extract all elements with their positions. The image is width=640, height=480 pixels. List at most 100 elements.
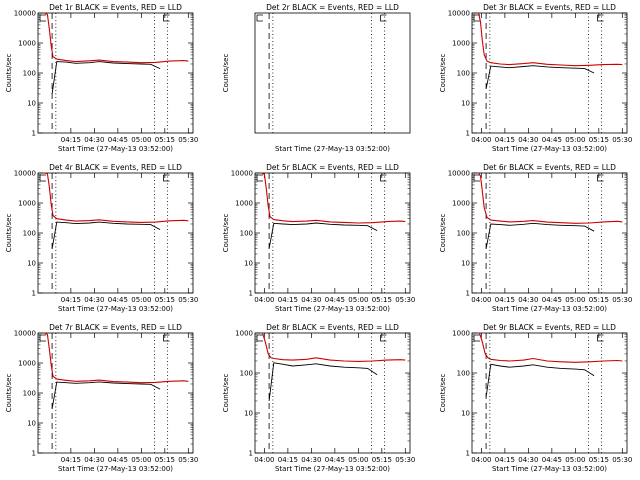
y-tick-label: 10000 [14, 330, 36, 338]
panel-title: Det 9r BLACK = Events, RED = LLD [483, 323, 616, 332]
x-axis-label: Start Time (27-May-13 03:52:00) [275, 145, 390, 153]
x-tick-label: 04:45 [542, 136, 562, 144]
y-tick-label: 1 [466, 290, 470, 298]
y-axis-label: Counts/sec [222, 54, 230, 93]
y-tick-label: 10000 [14, 10, 36, 18]
panel-title: Det 2r BLACK = Events, RED = LLD [266, 3, 399, 12]
x-tick-label: 05:00 [131, 296, 151, 304]
x-tick-label: 05:30 [395, 296, 415, 304]
plot-frame [471, 332, 628, 454]
y-tick-label: 100 [240, 370, 253, 378]
y-tick-label: 100 [23, 230, 36, 238]
y-tick-label: 10000 [14, 170, 36, 178]
y-tick-label: 1 [249, 450, 253, 458]
x-tick-label: 05:00 [131, 136, 151, 144]
x-axis-label: Start Time (27-May-13 03:52:00) [58, 305, 173, 313]
y-tick-label: 100 [457, 70, 470, 78]
y-tick-label: 100 [457, 370, 470, 378]
y-tick-label: 1000 [235, 330, 253, 338]
panel-title: Det 8r BLACK = Events, RED = LLD [266, 323, 399, 332]
events-series-line [51, 221, 161, 249]
chart-panel: Det 1r BLACK = Events, RED = LLD Counts/s… [5, 3, 198, 153]
y-axis-label: Counts/sec [439, 54, 447, 93]
y-tick-label: 1 [32, 130, 36, 138]
panel-title: Det 5r BLACK = Events, RED = LLD [266, 163, 399, 172]
x-tick-label: 04:00 [471, 456, 491, 464]
x-tick-label: 04:30 [518, 136, 538, 144]
chart-panel: Det 4r BLACK = Events, RED = LLD Counts/s… [5, 163, 198, 313]
x-tick-label: 05:30 [612, 136, 632, 144]
y-axis-label: Counts/sec [222, 374, 230, 413]
events-series-line [51, 381, 161, 409]
x-tick-label: 04:30 [301, 456, 321, 464]
y-tick-label: 10 [27, 260, 36, 268]
chart-panel: Det 8r BLACK = Events, RED = LLD Counts/s… [222, 323, 415, 473]
x-tick-label: 05:15 [155, 296, 175, 304]
x-tick-label: 04:30 [84, 456, 104, 464]
lld-series-line [478, 332, 623, 363]
x-tick-label: 05:15 [155, 456, 175, 464]
y-tick-label: 10 [244, 410, 253, 418]
lld-series-line [44, 12, 189, 64]
y-tick-label: 10 [27, 100, 36, 108]
x-tick-label: 05:00 [348, 456, 368, 464]
plot-frame [37, 332, 194, 454]
y-tick-label: 1 [466, 450, 470, 458]
x-tick-label: 05:15 [589, 456, 609, 464]
y-tick-label: 10 [27, 420, 36, 428]
x-axis-label: Start Time (27-May-13 03:52:00) [492, 145, 607, 153]
plot-frame [37, 12, 194, 134]
x-tick-label: 04:30 [518, 456, 538, 464]
chart-panel: Det 2r BLACK = Events, RED = LLD Counts/s… [222, 3, 411, 153]
top-bracket-marker [256, 174, 263, 182]
x-tick-label: 04:45 [108, 296, 128, 304]
x-tick-label: 05:30 [178, 296, 198, 304]
x-tick-label: 04:30 [84, 296, 104, 304]
panel-title: Det 3r BLACK = Events, RED = LLD [483, 3, 616, 12]
y-tick-label: 10 [461, 260, 470, 268]
y-axis-label: Counts/sec [222, 214, 230, 253]
top-bracket-marker [163, 334, 170, 342]
x-tick-label: 04:15 [61, 136, 81, 144]
x-tick-label: 05:15 [372, 456, 392, 464]
y-tick-label: 1 [32, 290, 36, 298]
y-tick-label: 100 [23, 70, 36, 78]
x-tick-label: 04:45 [325, 456, 345, 464]
top-bracket-marker [39, 174, 46, 182]
y-tick-label: 1 [249, 290, 253, 298]
top-bracket-marker [597, 14, 604, 22]
lld-series-line [44, 332, 189, 384]
y-tick-label: 1000 [18, 360, 36, 368]
top-bracket-marker [39, 14, 46, 22]
top-bracket-marker [163, 14, 170, 22]
top-bracket-marker [380, 334, 387, 342]
x-tick-label: 04:30 [518, 296, 538, 304]
y-tick-label: 100 [240, 230, 253, 238]
y-tick-label: 100 [457, 230, 470, 238]
x-tick-label: 04:45 [108, 136, 128, 144]
lld-series-line [261, 172, 406, 224]
y-tick-label: 10000 [231, 170, 253, 178]
x-axis-label: Start Time (27-May-13 03:52:00) [492, 305, 607, 313]
y-tick-label: 1000 [452, 200, 470, 208]
plot-frame [254, 172, 411, 294]
x-tick-label: 05:30 [178, 456, 198, 464]
y-tick-label: 1000 [452, 40, 470, 48]
y-tick-label: 10000 [448, 10, 470, 18]
x-tick-label: 04:30 [301, 296, 321, 304]
lld-series-line [44, 172, 189, 223]
y-axis-label: Counts/sec [439, 374, 447, 413]
top-bracket-marker [39, 334, 46, 342]
x-tick-label: 04:45 [542, 296, 562, 304]
panel-title: Det 6r BLACK = Events, RED = LLD [483, 163, 616, 172]
y-tick-label: 10 [244, 260, 253, 268]
chart-panel: Det 6r BLACK = Events, RED = LLD Counts/s… [439, 163, 632, 313]
top-bracket-marker [473, 174, 480, 182]
x-tick-label: 04:00 [254, 456, 274, 464]
x-axis-label: Start Time (27-May-13 03:52:00) [58, 465, 173, 473]
y-tick-label: 1000 [18, 40, 36, 48]
top-bracket-marker [256, 14, 263, 22]
y-tick-label: 1 [32, 450, 36, 458]
y-tick-label: 10 [461, 100, 470, 108]
events-series-line [268, 222, 378, 249]
